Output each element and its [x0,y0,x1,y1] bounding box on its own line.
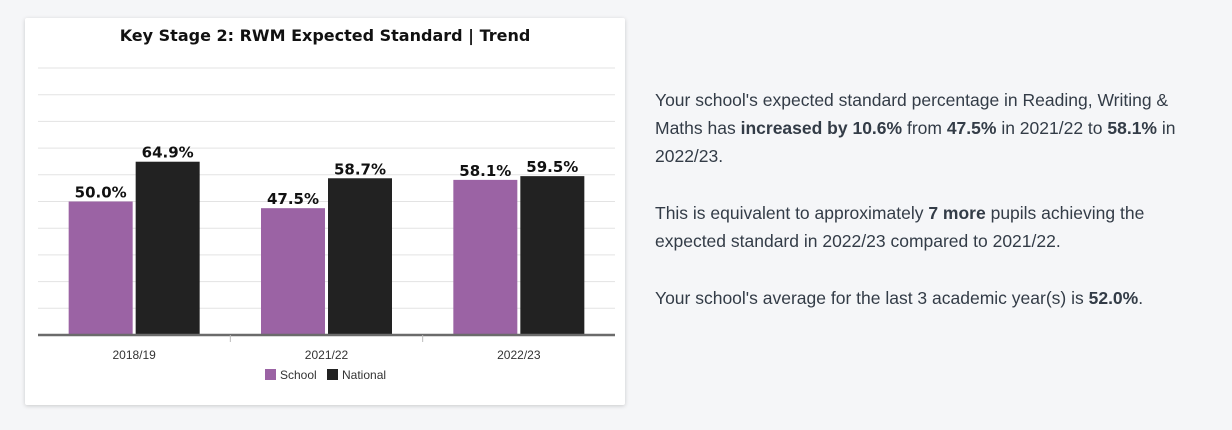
x-tick-label-2: 2021/22 [305,348,349,362]
legend-swatch-school [265,369,276,380]
gridlines [38,67,615,309]
data-label-national-2: 58.7% [334,160,386,178]
summary-paragraph-pupils: This is equivalent to approximately 7 mo… [655,199,1215,255]
summary-paragraph-average: Your school's average for the last 3 aca… [655,284,1215,312]
current-percentage: 58.1% [1107,118,1157,138]
summary-text-span: Your school's average for the last 3 aca… [655,288,1089,308]
three-year-average: 52.0% [1088,288,1139,308]
bar-school-3 [453,179,518,335]
bar-national-1 [135,161,200,335]
x-axis: 2018/19 2021/22 2022/23 [38,333,615,362]
chart-title: Key Stage 2: RWM Expected Standard | Tre… [120,26,531,46]
legend-swatch-national [327,369,338,380]
legend: School National [265,368,386,382]
bars: 50.0% 64.9% 47.5% 58.7% 58.1% 59.5% [68,144,585,335]
data-label-school-1: 50.0% [75,184,127,202]
summary-text-span: in 2021/22 to [996,118,1108,138]
summary-paragraph-change: Your school's expected standard percenta… [655,86,1215,170]
legend-label-school[interactable]: School [280,368,317,382]
chart-card: Key Stage 2: RWM Expected Standard | Tre… [25,18,625,405]
summary-text-span: This is equivalent to approximately [655,203,929,223]
summary-text-span: pupils achieving the expected standard i… [655,203,1145,251]
previous-percentage: 47.5% [946,118,997,138]
summary-text-span: in 2022/23. [655,118,1176,166]
data-label-national-3: 59.5% [526,158,578,176]
data-label-national-1: 64.9% [142,144,194,162]
change-amount: increased by 10.6% [740,118,903,138]
bar-national-3 [520,176,585,335]
summary-text-span: from [902,118,947,138]
pupil-count: 7 more [928,203,986,223]
bar-chart: Key Stage 2: RWM Expected Standard | Tre… [38,26,615,382]
summary-text-span: Your school's expected standard percenta… [655,90,1169,138]
bar-school-2 [261,208,325,335]
data-label-school-3: 58.1% [459,162,511,180]
x-tick-label-1: 2018/19 [112,348,156,362]
bar-national-2 [328,178,392,335]
data-label-school-2: 47.5% [267,190,319,208]
legend-label-national[interactable]: National [342,368,386,382]
bar-school-1 [68,201,133,335]
summary-text-span: . [1138,288,1144,308]
x-tick-label-3: 2022/23 [497,348,541,362]
summary-text: Your school's expected standard percenta… [655,86,1215,341]
